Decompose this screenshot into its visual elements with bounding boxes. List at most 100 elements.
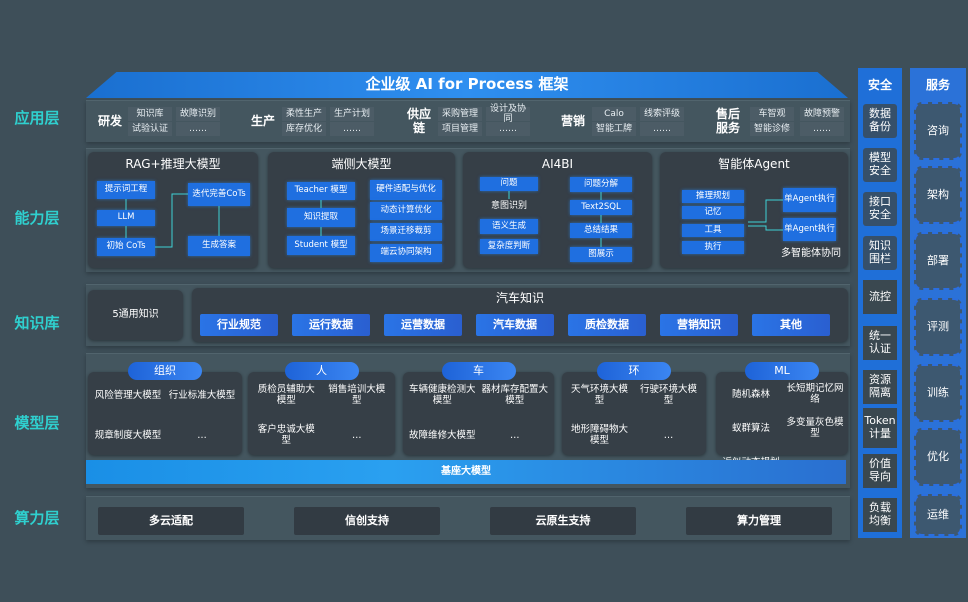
knowledge-item[interactable]: 运行数据	[292, 314, 370, 336]
capability-box[interactable]: Student 模型	[287, 236, 355, 255]
knowledge-item[interactable]: 营销知识	[660, 314, 738, 336]
model-item[interactable]: 地形障碍物大模型	[570, 424, 628, 446]
model-item[interactable]: 随机森林	[731, 388, 770, 400]
capability-box[interactable]: 动态计算优化	[370, 202, 442, 220]
model-item[interactable]: …	[197, 429, 207, 441]
app-item[interactable]: ……	[640, 122, 684, 136]
capability-box[interactable]: 提示词工程	[97, 181, 155, 199]
app-item[interactable]: 故障识别	[176, 107, 220, 121]
app-item[interactable]: ……	[486, 122, 530, 136]
general-knowledge[interactable]: 5通用知识	[88, 290, 183, 340]
model-item[interactable]: 规章制度大模型	[94, 429, 162, 441]
capability-box[interactable]: Text2SQL	[570, 200, 632, 215]
capability-box[interactable]: 语义生成	[480, 219, 538, 234]
capability-box[interactable]: 记忆	[682, 206, 744, 219]
compute-item[interactable]: 多云适配	[98, 507, 244, 535]
knowledge-item[interactable]: 行业规范	[200, 314, 278, 336]
capability-box[interactable]: 单Agent执行	[783, 218, 836, 241]
service-item[interactable]: 部署	[914, 232, 962, 290]
capability-box[interactable]: LLM	[97, 210, 155, 226]
model-item[interactable]: 天气环境大模型	[570, 384, 628, 406]
security-item[interactable]: 知识围栏	[863, 236, 897, 270]
app-item[interactable]: ……	[800, 122, 844, 136]
capability-box[interactable]: 复杂度判断	[480, 239, 538, 254]
app-item[interactable]: 采购管理	[438, 107, 482, 121]
capability-box[interactable]: 硬件适配与优化	[370, 180, 442, 200]
app-item[interactable]: 故障预警	[800, 107, 844, 121]
model-item[interactable]: 故障维修大模型	[409, 429, 476, 441]
security-item[interactable]: Token计量	[863, 408, 897, 448]
app-item[interactable]: 试验认证	[128, 122, 172, 136]
capability-box[interactable]: 工具	[682, 224, 744, 237]
service-item[interactable]: 运维	[914, 494, 962, 536]
security-item[interactable]: 统一认证	[863, 326, 897, 360]
knowledge-item[interactable]: 运营数据	[384, 314, 462, 336]
service-item[interactable]: 优化	[914, 428, 962, 486]
app-item[interactable]: 线索评级	[640, 107, 684, 121]
service-item[interactable]: 架构	[914, 166, 962, 224]
model-item[interactable]: …	[352, 429, 362, 441]
app-item[interactable]: 柔性生产	[282, 107, 326, 121]
model-group-tab[interactable]: 环	[597, 362, 671, 380]
capability-box[interactable]: 生成答案	[188, 236, 250, 256]
capability-box[interactable]: 知识提取	[287, 208, 355, 227]
model-item[interactable]: 蚁群算法	[731, 422, 770, 434]
security-item[interactable]: 负载均衡	[863, 498, 897, 532]
model-group-tab[interactable]: 车	[441, 362, 516, 380]
security-item[interactable]: 资源隔离	[863, 370, 897, 404]
model-group-tab[interactable]: 人	[284, 362, 359, 380]
model-item[interactable]: 器材库存配置大模型	[481, 384, 549, 406]
security-item[interactable]: 价值导向	[863, 454, 897, 488]
model-item[interactable]: …	[510, 429, 520, 441]
app-item[interactable]: 智能诊修	[750, 122, 794, 136]
model-item[interactable]: 长短期记忆网络	[786, 383, 844, 405]
capability-box[interactable]: 推理规划	[682, 190, 744, 203]
capability-box[interactable]: 问题分解	[570, 177, 632, 192]
security-item[interactable]: 数据备份	[863, 104, 897, 138]
capability-box[interactable]: 总结结果	[570, 223, 632, 238]
knowledge-item[interactable]: 汽车数据	[476, 314, 554, 336]
app-item[interactable]: 生产计划	[330, 107, 374, 121]
app-item[interactable]: ……	[176, 122, 220, 136]
knowledge-item[interactable]: 其他	[752, 314, 830, 336]
capability-box[interactable]: 场景迁移裁剪	[370, 223, 442, 241]
model-item[interactable]: 行业标准大模型	[168, 389, 236, 401]
model-item[interactable]: 车辆健康检测大模型	[409, 384, 476, 406]
knowledge-item[interactable]: 质检数据	[568, 314, 646, 336]
capability-box[interactable]: Teacher 模型	[287, 182, 355, 200]
service-item[interactable]: 咨询	[914, 102, 962, 160]
model-item[interactable]: 行驶环境大模型	[639, 384, 697, 406]
capability-box[interactable]: 初始 CoTs	[97, 238, 155, 256]
app-item[interactable]: 项目管理	[438, 122, 482, 136]
model-item[interactable]: …	[663, 429, 674, 441]
security-item[interactable]: 流控	[863, 280, 897, 314]
capability-box[interactable]: 迭代完善CoTs	[188, 183, 250, 206]
security-item[interactable]: 接口安全	[863, 192, 897, 226]
app-item[interactable]: ……	[330, 122, 374, 136]
model-group-tab[interactable]: 组织	[128, 362, 202, 380]
capability-box[interactable]: 图展示	[570, 247, 632, 262]
app-item[interactable]: 库存优化	[282, 122, 326, 136]
security-item[interactable]: 模型安全	[863, 148, 897, 182]
model-item[interactable]: 销售培训大模型	[328, 384, 386, 406]
service-item[interactable]: 训练	[914, 364, 962, 422]
app-item[interactable]: 知识库	[128, 107, 172, 121]
compute-item[interactable]: 信创支持	[294, 507, 440, 535]
capability-box[interactable]: 单Agent执行	[783, 188, 836, 212]
app-item[interactable]: 设计及协同	[486, 104, 530, 124]
base-model[interactable]: 基座大模型	[86, 460, 846, 484]
app-item[interactable]: 车智观	[750, 107, 794, 121]
service-item[interactable]: 评测	[914, 298, 962, 356]
model-item[interactable]: 质检员辅助大模型	[257, 384, 315, 406]
app-item[interactable]: Calo	[592, 107, 636, 121]
compute-item[interactable]: 云原生支持	[490, 507, 636, 535]
capability-box[interactable]: 端云协同架构	[370, 244, 442, 262]
model-item[interactable]: 客户忠诚大模型	[257, 424, 315, 446]
model-group-tab[interactable]: ML	[745, 362, 819, 380]
capability-box[interactable]: 问题	[480, 177, 538, 191]
model-item[interactable]: 多变量灰色模型	[786, 417, 844, 439]
compute-item[interactable]: 算力管理	[686, 507, 832, 535]
app-item[interactable]: 智能工牌	[592, 122, 636, 136]
model-item[interactable]: 风险管理大模型	[94, 389, 162, 401]
capability-box[interactable]: 执行	[682, 241, 744, 254]
